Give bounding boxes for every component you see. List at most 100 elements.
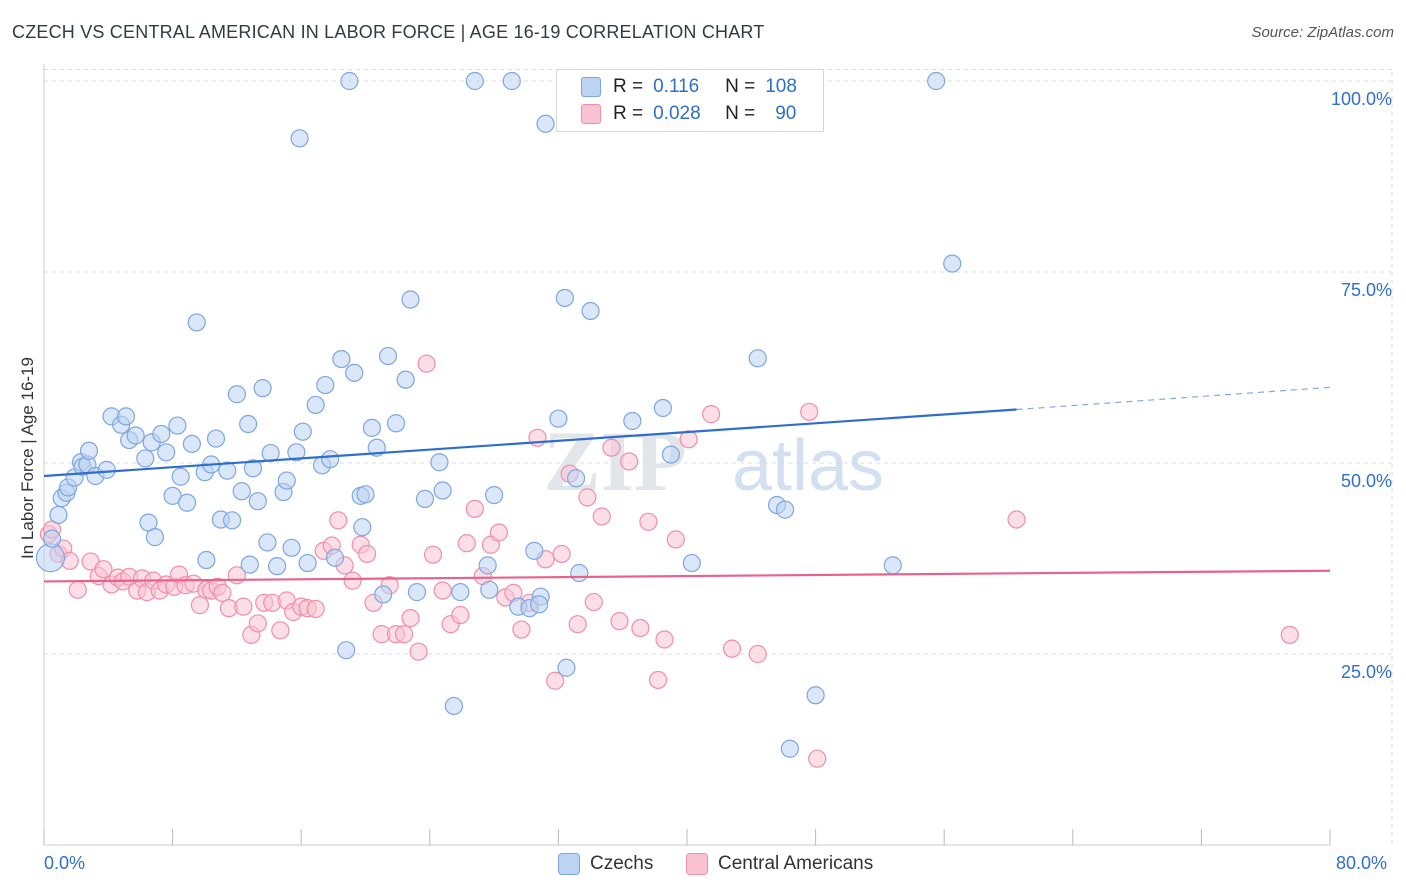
trend-lines [43, 386, 1331, 583]
watermark-atlas: atlas [732, 426, 884, 506]
czech-point [282, 538, 301, 557]
czech-point [337, 641, 356, 660]
central-point [394, 625, 414, 644]
czech-point [325, 548, 345, 567]
czech-point [243, 459, 263, 478]
czech-point [187, 313, 206, 332]
central-point [578, 488, 597, 507]
czech-point [293, 422, 312, 441]
czech-point [356, 485, 375, 504]
central-point [1280, 625, 1299, 645]
czech-point [444, 696, 464, 716]
czech-point [116, 407, 136, 426]
central-point [512, 620, 531, 639]
czech-point [480, 580, 499, 599]
central-point [800, 402, 819, 421]
central-point [602, 438, 621, 457]
bottom-legend-central: Central Americans [686, 852, 873, 876]
central-point [702, 405, 721, 424]
czech-point [927, 71, 946, 91]
central-point [808, 749, 827, 768]
czech-point [557, 658, 576, 677]
czech-point [306, 395, 325, 415]
czech-point [316, 375, 335, 395]
bottom-czech-label: Czechs [590, 853, 654, 874]
legend-row-czech: R = 0.116 N = 108 [581, 75, 797, 99]
czech-point [465, 71, 484, 91]
czech-point [682, 553, 701, 573]
central-r-label: R = [613, 103, 644, 124]
czech-point [321, 450, 340, 469]
y-tick-label-50: 50.0% [1341, 471, 1392, 491]
czech-point [555, 288, 574, 308]
czech-point [430, 453, 449, 472]
central-point [213, 583, 232, 602]
central-point [409, 642, 428, 661]
y-tick-label-25: 25.0% [1341, 662, 1392, 682]
central-point [68, 580, 87, 599]
czech-point [163, 486, 182, 505]
central-point [343, 571, 362, 590]
czech-point [478, 556, 497, 575]
czech-point [623, 411, 642, 431]
czech-point [502, 71, 521, 91]
stats-legend: R = 0.116 N = 108 R = 0.028 N = 90 [556, 69, 824, 132]
czech-point [253, 379, 272, 398]
czech-point [362, 418, 382, 437]
central-point [546, 671, 565, 690]
czech-point [806, 686, 825, 705]
central-point [451, 605, 470, 625]
czech-point [883, 556, 902, 575]
czech-point [407, 583, 427, 602]
czech-point [218, 461, 237, 480]
czech-point [79, 441, 99, 460]
bottom-central-swatch [686, 853, 708, 875]
czech-point [401, 290, 420, 309]
central-point [94, 560, 113, 579]
central-point [584, 592, 603, 612]
czech-point [126, 426, 145, 445]
czech-point [248, 492, 267, 511]
y-axis-title: In Labor Force | Age 16-19 [18, 357, 37, 559]
czech-point [332, 349, 351, 369]
czech-point [197, 550, 216, 570]
central-point [234, 597, 253, 616]
bottom-central-label: Central Americans [718, 853, 874, 874]
central-r-value: 0.028 [653, 103, 701, 124]
czech-r-value: 0.116 [653, 76, 700, 97]
central-point [679, 430, 698, 449]
czech-point [353, 518, 372, 537]
bottom-legend-czech: Czechs [558, 852, 653, 876]
central-point [592, 507, 611, 526]
czech-point [536, 114, 555, 133]
czech-points [35, 71, 962, 758]
czech-point [42, 529, 62, 548]
czech-point [290, 129, 309, 148]
x-tick-label-min: 0.0% [44, 853, 86, 873]
czech-point [277, 471, 296, 490]
source-label: Source: ZipAtlas.com [1251, 24, 1394, 41]
czech-point [177, 493, 197, 512]
czech-n-value: 108 [765, 76, 797, 97]
czech-point [549, 409, 568, 428]
central-point [648, 670, 668, 690]
czech-point [748, 349, 767, 368]
central-point [666, 530, 685, 549]
gridlines [44, 69, 1393, 845]
czech-point [451, 583, 470, 602]
czech-point [49, 505, 68, 525]
central-point [639, 512, 658, 531]
central-point [655, 630, 674, 649]
y-tick-label-100: 100.0% [1331, 89, 1392, 109]
legend-row-central: R = 0.028 N = 90 [581, 102, 796, 126]
czech-point [287, 443, 306, 462]
central-point [552, 544, 571, 564]
central-swatch [581, 104, 601, 124]
czech-point [239, 414, 258, 434]
central-point [306, 599, 325, 619]
czech-point [232, 482, 251, 501]
central-trend-line [43, 569, 1331, 583]
central-point [489, 523, 509, 542]
central-point [748, 644, 767, 664]
czech-point [396, 370, 415, 389]
